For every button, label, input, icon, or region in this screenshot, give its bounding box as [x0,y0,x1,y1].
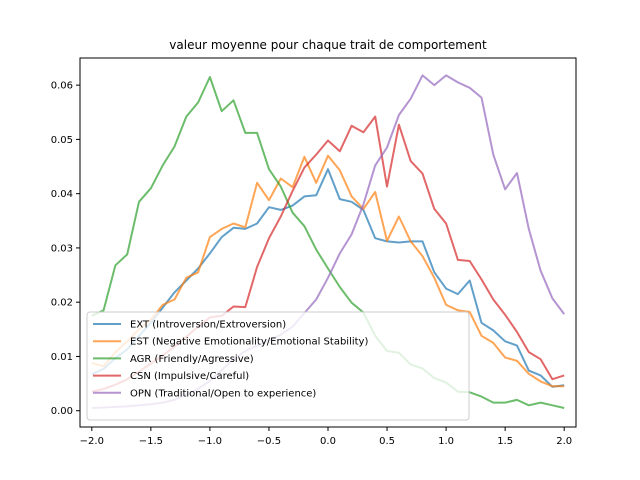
legend-label: OPN (Traditional/Open to experience) [130,388,316,399]
series-line-est [91,154,565,388]
x-axis: −2.0 −1.5 −1.0 −0.5 0.0 0.5 1.0 1.5 2.0 [80,427,572,447]
series-line-agr [91,76,565,409]
legend-box [86,311,470,421]
legend-label: EST (Negative Emotionality/Emotional Sta… [130,337,368,348]
y-tick-label: 0.02 [51,298,73,309]
x-tick-label: 0.0 [320,436,336,447]
x-tick-label: −1.5 [139,436,163,447]
legend: EXT (Introversion/Extroversion) EST (Nega… [86,311,470,421]
legend-label: CSN (Impulsive/Careful) [130,371,249,382]
axes-frame [79,57,577,428]
y-tick-label: 0.05 [51,135,73,146]
x-tick-label: −1.0 [198,436,222,447]
x-tick-label: 1.5 [497,436,513,447]
x-tick-label: −0.5 [257,436,281,447]
y-tick-label: 0.06 [51,81,73,92]
y-tick-label: 0.01 [51,352,73,363]
x-tick-label: 2.0 [556,436,572,447]
y-tick-label: 0.04 [51,189,73,200]
series-line-ext [91,168,565,388]
legend-label: EXT (Introversion/Extroversion) [130,320,286,331]
y-tick-label: 0.03 [51,243,73,254]
y-axis: 0.00 0.01 0.02 0.03 0.04 0.05 0.06 [51,81,80,417]
x-tick-label: 0.5 [379,436,395,447]
x-tick-label: 1.0 [438,436,454,447]
x-tick-label: −2.0 [80,436,104,447]
y-tick-label: 0.00 [51,406,73,417]
legend-label: AGR (Friendly/Agressive) [130,354,254,365]
chart-title: valeur moyenne pour chaque trait de comp… [169,38,487,52]
